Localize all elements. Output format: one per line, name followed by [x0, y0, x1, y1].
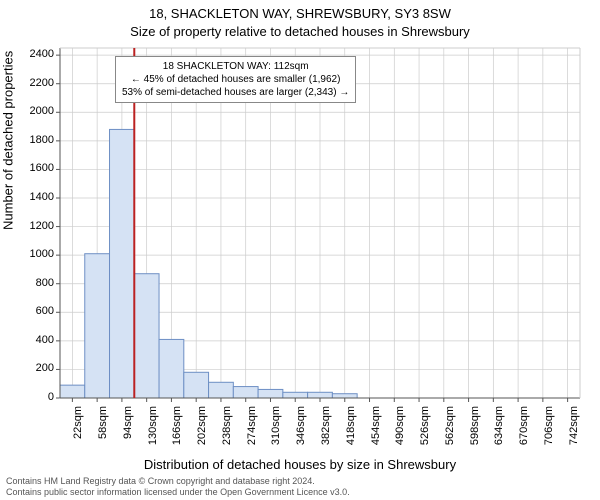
x-axis-label: Distribution of detached houses by size …: [0, 457, 600, 472]
x-tick-label: 526sqm: [419, 406, 431, 446]
x-tick-label: 562sqm: [444, 406, 456, 446]
x-tick-label: 166sqm: [171, 406, 183, 446]
histogram-bar: [134, 274, 159, 398]
footer-attribution: Contains HM Land Registry data © Crown c…: [6, 476, 594, 498]
y-tick-label: 1000: [14, 248, 54, 260]
y-tick-label: 1200: [14, 220, 54, 232]
x-tick-label: 58sqm: [97, 406, 109, 446]
x-tick-label: 130sqm: [147, 406, 159, 446]
x-tick-label: 670sqm: [518, 406, 530, 446]
x-tick-label: 706sqm: [543, 406, 555, 446]
histogram-bar: [184, 372, 209, 398]
x-tick-label: 274sqm: [246, 406, 258, 446]
y-tick-label: 1600: [14, 162, 54, 174]
x-tick-label: 202sqm: [196, 406, 208, 446]
y-tick-label: 400: [14, 334, 54, 346]
x-tick-label: 742sqm: [568, 406, 580, 446]
histogram-bar: [60, 385, 85, 398]
x-tick-label: 490sqm: [394, 406, 406, 446]
y-tick-label: 1400: [14, 191, 54, 203]
histogram-bar: [85, 254, 110, 398]
histogram-bar: [233, 387, 258, 398]
y-tick-label: 2200: [14, 77, 54, 89]
x-tick-label: 598sqm: [469, 406, 481, 446]
title-main: 18, SHACKLETON WAY, SHREWSBURY, SY3 8SW: [0, 6, 600, 21]
x-tick-label: 418sqm: [345, 406, 357, 446]
x-tick-label: 238sqm: [221, 406, 233, 446]
y-tick-label: 200: [14, 362, 54, 374]
info-box: 18 SHACKLETON WAY: 112sqm← 45% of detach…: [115, 56, 356, 103]
x-tick-label: 94sqm: [122, 406, 134, 446]
x-tick-label: 382sqm: [320, 406, 332, 446]
y-tick-label: 2400: [14, 48, 54, 60]
y-tick-label: 800: [14, 277, 54, 289]
histogram-bar: [110, 129, 135, 398]
footer-line-2: Contains public sector information licen…: [6, 487, 594, 498]
histogram-bar: [283, 392, 308, 398]
histogram-bar: [209, 382, 234, 398]
title-sub: Size of property relative to detached ho…: [0, 24, 600, 39]
y-tick-label: 0: [14, 391, 54, 403]
histogram-bar: [332, 394, 357, 398]
x-tick-label: 634sqm: [493, 406, 505, 446]
histogram-bar: [159, 339, 184, 398]
y-tick-label: 1800: [14, 134, 54, 146]
y-tick-label: 2000: [14, 105, 54, 117]
histogram-bar: [258, 389, 283, 398]
x-tick-label: 346sqm: [295, 406, 307, 446]
info-line-1: 18 SHACKLETON WAY: 112sqm: [122, 60, 349, 73]
y-tick-label: 600: [14, 305, 54, 317]
footer-line-1: Contains HM Land Registry data © Crown c…: [6, 476, 594, 487]
info-line-2: ← 45% of detached houses are smaller (1,…: [122, 73, 349, 86]
x-tick-label: 454sqm: [370, 406, 382, 446]
x-tick-label: 310sqm: [270, 406, 282, 446]
info-line-3: 53% of semi-detached houses are larger (…: [122, 86, 349, 99]
x-tick-label: 22sqm: [72, 406, 84, 446]
histogram-bar: [308, 392, 333, 398]
